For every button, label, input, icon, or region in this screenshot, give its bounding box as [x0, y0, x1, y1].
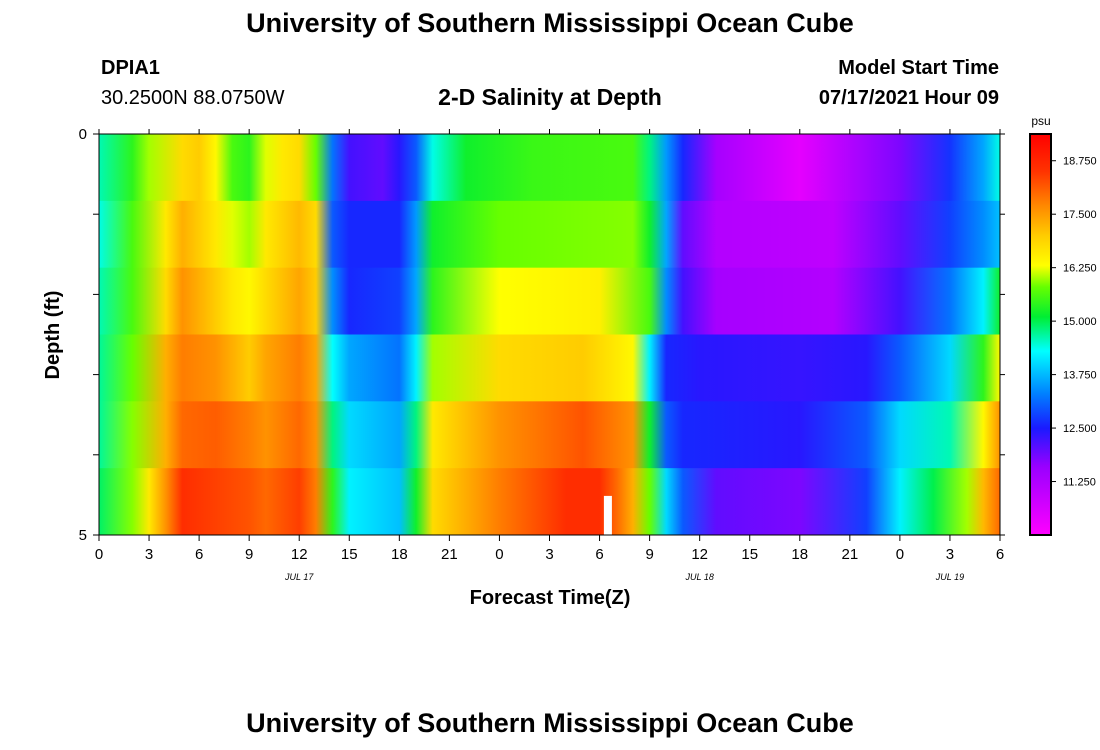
x-tick-label: 18: [791, 546, 808, 563]
x-axis-label: Forecast Time(Z): [470, 587, 631, 609]
x-tick-label: 3: [946, 546, 954, 563]
x-tick-label: 21: [841, 546, 858, 563]
model-start-label: Model Start Time: [838, 57, 999, 79]
x-tick-label: 15: [741, 546, 758, 563]
station-coordinates: 30.2500N 88.0750W: [101, 87, 285, 109]
day-label: JUL 19: [935, 572, 964, 582]
colorbar-tick-label: 16.250: [1063, 263, 1097, 275]
page-title: University of Southern Mississippi Ocean…: [246, 8, 854, 38]
x-tick-label: 15: [341, 546, 358, 563]
chart-subtitle: 2-D Salinity at Depth: [438, 84, 662, 110]
colorbar-tick-label: 12.500: [1063, 423, 1097, 435]
depth-layer-2: [99, 267, 1000, 335]
x-tick-label: 0: [495, 546, 503, 563]
colorbar-tick-label: 17.500: [1063, 209, 1097, 221]
x-tick-label: 12: [691, 546, 708, 563]
colorbar-tick-label: 15.000: [1063, 316, 1097, 328]
x-tick-label: 6: [996, 546, 1004, 563]
colorbar-tick-label: 11.250: [1063, 477, 1096, 489]
heatmap-layers: [99, 134, 1000, 536]
x-tick-label: 6: [195, 546, 203, 563]
day-label: JUL 18: [684, 572, 713, 582]
depth-layer-4: [99, 401, 1000, 469]
x-tick-label: 0: [95, 546, 103, 563]
x-tick-label: 21: [441, 546, 458, 563]
depth-layer-0: [99, 134, 1000, 202]
footer-title: University of Southern Mississippi Ocean…: [246, 708, 854, 738]
x-tick-label: 18: [391, 546, 408, 563]
x-tick-label: 9: [245, 546, 253, 563]
depth-layer-3: [99, 334, 1000, 402]
depth-layer-5: [99, 468, 1000, 536]
x-tick-label: 3: [145, 546, 153, 563]
day-labels: JUL 17 JUL 18 JUL 19: [284, 572, 964, 582]
x-tick-label: 3: [545, 546, 553, 563]
colorbar-tick-label: 18.750: [1063, 156, 1097, 168]
x-tick-label: 0: [896, 546, 904, 563]
model-start-time: 07/17/2021 Hour 09: [818, 87, 999, 109]
x-tick-label: 6: [595, 546, 603, 563]
x-tick-label: 12: [291, 546, 308, 563]
x-axis-ticks: 0 3 6 9 12 15 18 21 0 3 6 9 12 15 18 21 0 3 6: [95, 129, 1004, 563]
y-tick-label: 0: [79, 126, 87, 143]
colorbar-unit: psu: [1031, 114, 1050, 128]
missing-data-gap: [603, 495, 612, 535]
x-tick-label: 9: [645, 546, 653, 563]
depth-layer-1: [99, 200, 1000, 269]
y-axis-ticks: 05: [79, 126, 1005, 544]
y-tick-label: 5: [79, 527, 87, 544]
y-axis-label: Depth (ft): [42, 291, 64, 380]
colorbar-ticks: 18.750 17.500 16.250 15.000 13.750 12.500 11.2…: [1051, 156, 1097, 489]
station-id: DPIA1: [101, 57, 160, 79]
colorbar: [1029, 133, 1052, 536]
colorbar-tick-label: 13.750: [1063, 370, 1097, 382]
day-label: JUL 17: [284, 572, 314, 582]
